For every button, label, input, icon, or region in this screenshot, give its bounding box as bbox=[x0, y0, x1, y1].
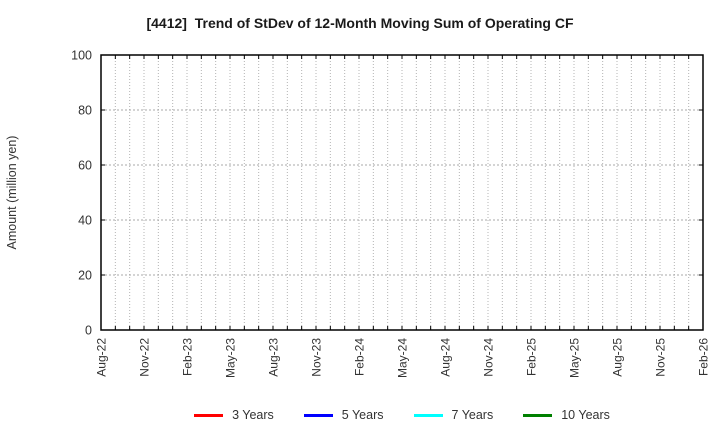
chart-title: [4412] Trend of StDev of 12-Month Moving… bbox=[146, 15, 574, 31]
plot-area: 0 20 40 60 80 100 Aug-22 Nov-22 Feb-23 May-23 Aug-… bbox=[5, 49, 711, 379]
legend-label-7-years: 7 Years bbox=[451, 407, 494, 422]
legend-item-10-years: 10 Years bbox=[523, 409, 610, 422]
y-tick-label: 20 bbox=[78, 269, 92, 283]
x-tick-label: May-23 bbox=[224, 338, 238, 378]
y-tick-label: 60 bbox=[78, 159, 92, 173]
x-tick-label: Aug-24 bbox=[439, 338, 453, 377]
x-tick-label: Feb-26 bbox=[697, 338, 711, 376]
x-tick-label: May-24 bbox=[396, 338, 410, 378]
x-tick-label: Nov-23 bbox=[310, 338, 324, 377]
x-tick-label: Feb-24 bbox=[353, 338, 367, 376]
x-tick-label: Aug-23 bbox=[267, 338, 281, 377]
y-tick-label: 100 bbox=[71, 49, 92, 63]
legend-line-swatch-5-years bbox=[303, 413, 333, 417]
x-tick-label: Feb-23 bbox=[181, 338, 195, 376]
legend-line-swatch-3-years bbox=[194, 413, 224, 417]
legend-item-3-years: 3 Years bbox=[194, 409, 274, 422]
x-tick-label: Nov-24 bbox=[482, 338, 496, 377]
legend: 3 Years 5 Years 7 Years 10 Years bbox=[101, 406, 703, 424]
y-tick-label: 40 bbox=[78, 214, 92, 228]
legend-item-5-years: 5 Years bbox=[303, 407, 384, 422]
legend-item-7-years: 7 Years bbox=[413, 407, 494, 422]
y-axis-label: Amount (million yen) bbox=[5, 136, 19, 250]
x-tick-label: Aug-22 bbox=[95, 338, 109, 377]
x-tick-label: Aug-25 bbox=[611, 338, 625, 377]
legend-line-swatch-7-years bbox=[413, 413, 443, 417]
y-tick-label: 0 bbox=[85, 324, 92, 338]
legend-label-10-years: 10 Years bbox=[561, 407, 610, 422]
x-tick-label: Feb-25 bbox=[525, 338, 539, 376]
legend-label-5-years: 5 Years bbox=[341, 407, 384, 422]
x-tick-label: May-25 bbox=[568, 338, 582, 378]
x-tick-label: Nov-25 bbox=[654, 338, 668, 377]
x-tick-label: Nov-22 bbox=[138, 338, 152, 377]
legend-label-3-years: 3 Years bbox=[232, 407, 274, 422]
legend-line-swatch-10-years bbox=[523, 413, 553, 417]
plot-frame bbox=[100, 54, 704, 331]
y-tick-label: 80 bbox=[78, 104, 92, 118]
